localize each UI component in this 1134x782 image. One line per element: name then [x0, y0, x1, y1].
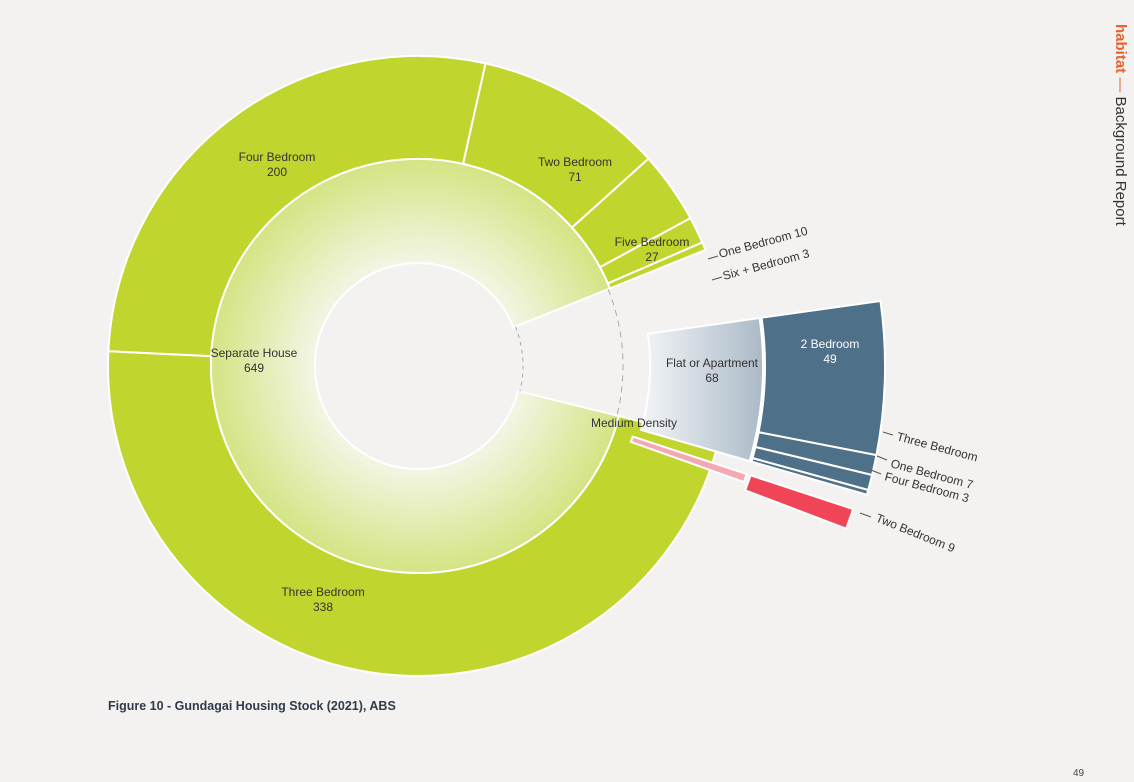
chart-guide-arc [607, 289, 624, 416]
separate-house-label: Separate House 649 [211, 346, 298, 375]
medium-two-bedroom-callout: Two Bedroom 9 [874, 511, 957, 556]
flat-two-bedroom-label: 2 Bedroom 49 [801, 337, 860, 366]
flat-three-bedroom-callout: Three Bedroom [895, 429, 979, 464]
flat-apartment-label: Flat or Apartment 68 [666, 356, 759, 385]
separate-house-inner-segment [210, 158, 621, 574]
two-bedroom-label: Two Bedroom 71 [538, 155, 612, 184]
flat-four-bedroom-segment [750, 456, 870, 496]
medium-density-inner-segment [629, 435, 748, 484]
medium-density-label: Medium Density [591, 416, 677, 430]
header-dash: — [1112, 77, 1129, 93]
flat-four-bedroom-leader [870, 469, 882, 475]
medium-two-bedroom-segment [743, 474, 855, 530]
flat-one-bedroom-leader [876, 455, 888, 461]
six-bedroom-leader [711, 276, 723, 281]
figure-caption: Figure 10 - Gundagai Housing Stock (2021… [108, 699, 396, 713]
five-bedroom-label: Five Bedroom 27 [615, 235, 690, 264]
brand-name: habitat [1112, 24, 1129, 74]
report-title: Background Report [1112, 96, 1129, 226]
flat-apartment-inner-segment [639, 316, 764, 463]
one-bedroom-leader [707, 255, 719, 260]
three-bedroom-label: Three Bedroom 338 [281, 585, 364, 614]
chart-guide-arc-inner [514, 326, 524, 392]
four-bedroom-label: Four Bedroom 200 [239, 150, 316, 179]
flat-two-bedroom-segment [757, 299, 886, 457]
medium-two-bedroom-leader [859, 512, 872, 518]
flat-three-bedroom-leader [882, 431, 894, 436]
report-header: habitat — Background Report [1112, 24, 1129, 226]
page-number: 49 [1073, 768, 1085, 779]
